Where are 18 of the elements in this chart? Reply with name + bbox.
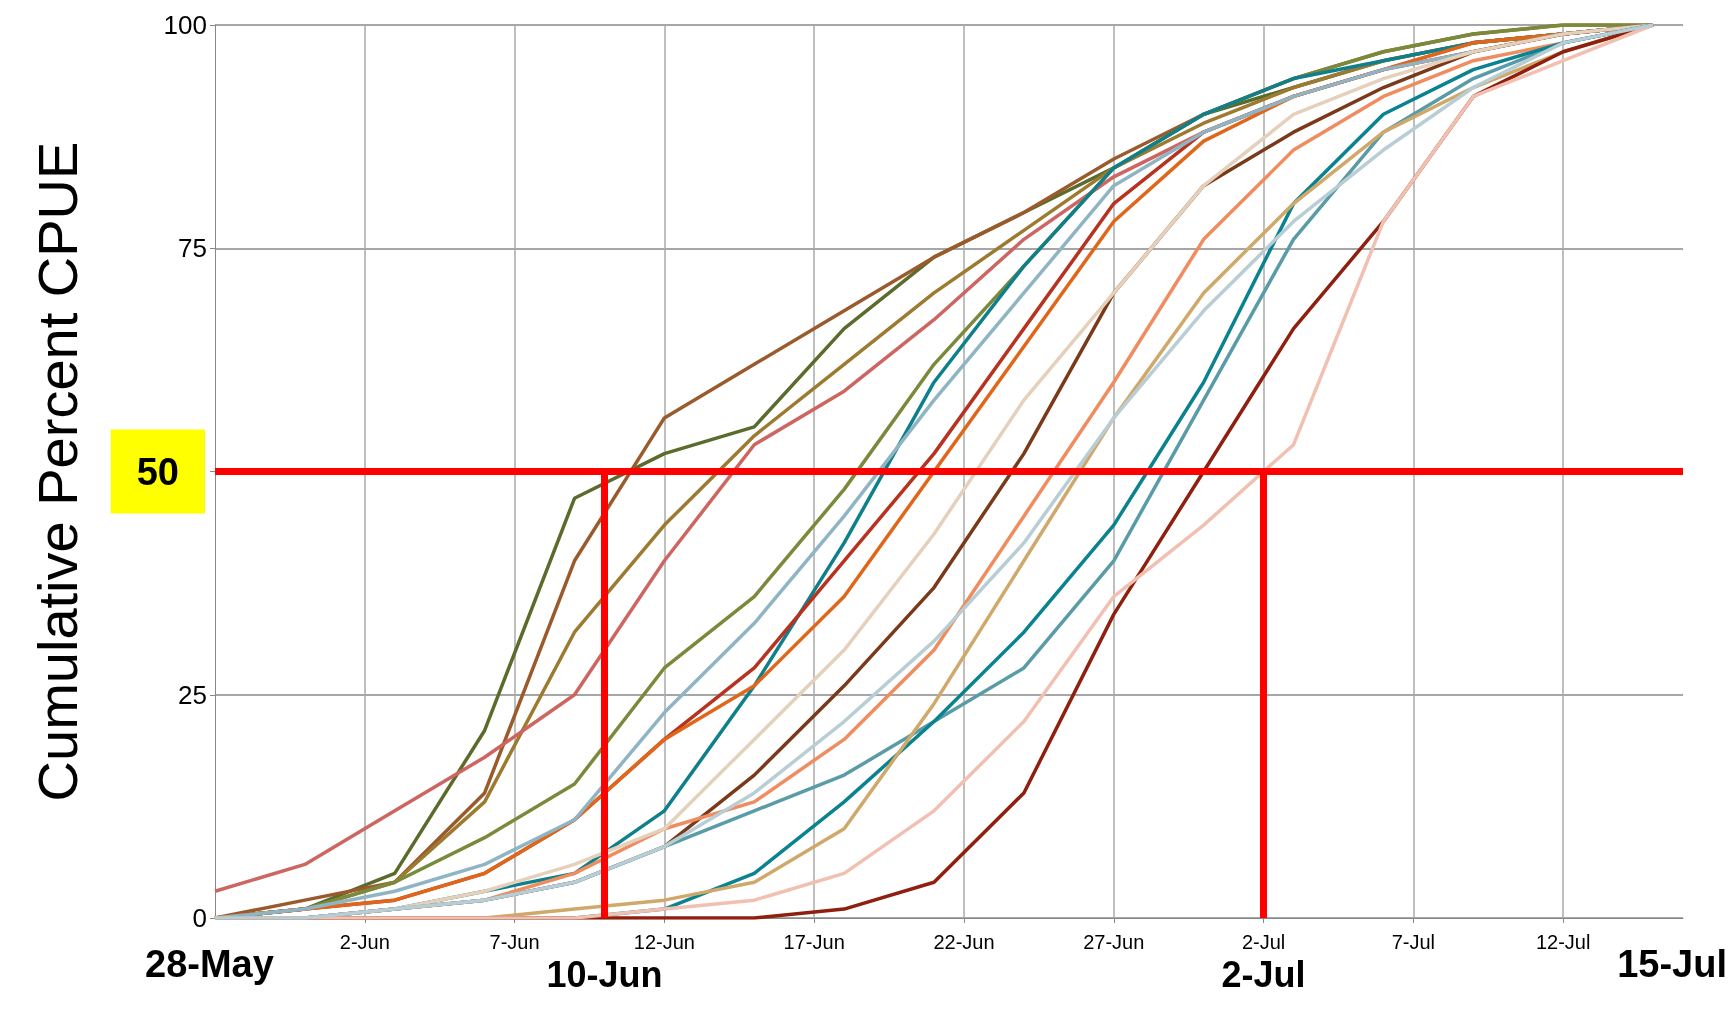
ref-line-label: 10-Jun <box>546 953 663 995</box>
y-tick-label: 75 <box>178 233 207 264</box>
x-tick-label: 2-Jul <box>1241 931 1286 953</box>
x-tick-label: 2-Jun <box>339 931 390 953</box>
y-tick-label: 100 <box>163 10 207 40</box>
x-tick-label: 12-Jun <box>633 931 695 953</box>
text: 15-Jul <box>1617 943 1727 985</box>
y-tick-label: 0 <box>192 903 207 933</box>
ref-line-label: 50 <box>136 450 179 493</box>
x-tick-label: 27-Jun <box>1083 931 1145 953</box>
x-tick-label: 22-Jun <box>933 931 995 953</box>
text: 28-May <box>145 943 274 985</box>
x-tick-label: 7-Jun <box>489 931 540 953</box>
x-tick-label: 17-Jun <box>783 931 845 953</box>
x-tick-label: 7-Jul <box>1391 931 1436 953</box>
y-tick-label: 25 <box>178 679 207 710</box>
x-tick-label: 12-Jul <box>1535 931 1591 953</box>
y-axis-title: Cumulative Percent CPUE <box>25 141 89 802</box>
